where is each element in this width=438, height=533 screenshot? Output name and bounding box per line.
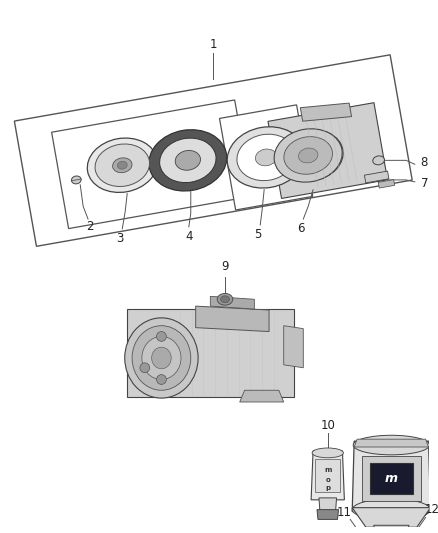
Bar [370, 463, 413, 494]
Ellipse shape [113, 158, 132, 173]
Ellipse shape [274, 129, 342, 182]
Ellipse shape [152, 347, 171, 369]
Bar [362, 456, 420, 501]
Polygon shape [300, 103, 352, 121]
Ellipse shape [71, 176, 81, 184]
Polygon shape [374, 526, 409, 533]
Text: m: m [324, 467, 332, 473]
Ellipse shape [227, 127, 305, 188]
Ellipse shape [353, 435, 430, 455]
Ellipse shape [156, 332, 166, 341]
Polygon shape [219, 105, 313, 210]
Polygon shape [240, 390, 284, 402]
Polygon shape [317, 510, 339, 519]
Ellipse shape [284, 136, 332, 174]
Ellipse shape [277, 130, 343, 181]
Ellipse shape [159, 138, 216, 183]
Ellipse shape [221, 296, 230, 303]
Polygon shape [352, 507, 431, 527]
Text: o: o [325, 477, 330, 483]
Ellipse shape [175, 150, 201, 170]
Text: 12: 12 [425, 503, 438, 516]
Ellipse shape [140, 363, 150, 373]
Ellipse shape [298, 148, 318, 163]
Ellipse shape [156, 375, 166, 384]
Ellipse shape [217, 293, 233, 305]
Text: 6: 6 [297, 222, 305, 236]
Polygon shape [378, 180, 395, 188]
Text: 1: 1 [209, 38, 217, 51]
Ellipse shape [87, 138, 157, 192]
Ellipse shape [373, 156, 385, 165]
Polygon shape [127, 309, 293, 397]
Ellipse shape [352, 499, 431, 520]
Ellipse shape [125, 318, 198, 398]
Ellipse shape [287, 137, 333, 174]
Polygon shape [210, 296, 254, 309]
Text: 10: 10 [320, 419, 335, 432]
Polygon shape [284, 326, 303, 368]
Polygon shape [268, 103, 388, 198]
Ellipse shape [237, 134, 295, 181]
Polygon shape [364, 171, 389, 183]
Bar [315, 459, 340, 492]
Text: 2: 2 [86, 220, 94, 233]
Text: m: m [385, 472, 398, 485]
Ellipse shape [312, 448, 343, 458]
Text: 9: 9 [221, 261, 229, 273]
Ellipse shape [142, 336, 181, 379]
Text: p: p [325, 485, 330, 491]
Ellipse shape [255, 149, 277, 166]
Polygon shape [311, 451, 344, 500]
Text: 7: 7 [420, 177, 428, 190]
Polygon shape [196, 306, 269, 332]
Text: 8: 8 [420, 156, 428, 169]
Ellipse shape [95, 144, 149, 187]
Ellipse shape [117, 161, 127, 169]
Text: 11: 11 [337, 506, 352, 519]
Polygon shape [352, 441, 431, 512]
Ellipse shape [149, 130, 227, 191]
Text: 3: 3 [117, 232, 124, 245]
Text: 4: 4 [185, 230, 193, 243]
Text: 5: 5 [254, 228, 262, 241]
Polygon shape [319, 498, 336, 512]
Polygon shape [354, 439, 428, 447]
Ellipse shape [132, 326, 191, 390]
Polygon shape [52, 100, 252, 229]
Polygon shape [14, 55, 412, 246]
